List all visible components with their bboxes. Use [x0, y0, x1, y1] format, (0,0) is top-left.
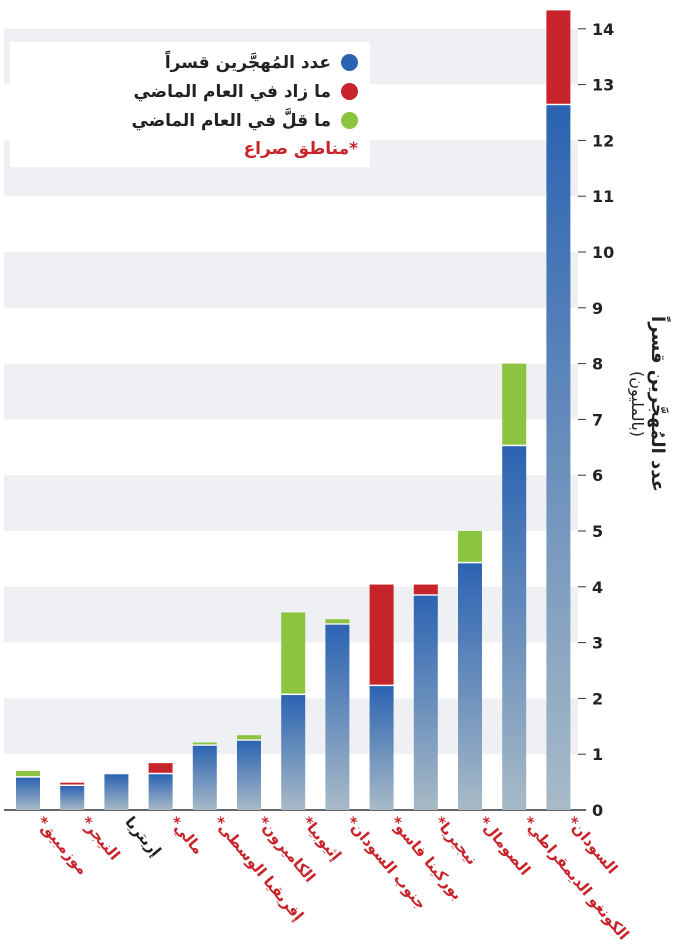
- bar-displaced: [104, 774, 129, 810]
- y-tick-label: 7: [592, 410, 603, 429]
- bar-displaced: [192, 745, 217, 810]
- y-tick-label: 8: [592, 355, 603, 374]
- blue-dot-icon: [341, 54, 358, 71]
- y-tick-label: 1: [592, 745, 603, 764]
- bar-decrease: [458, 531, 482, 562]
- x-category-label: مالي*: [166, 813, 208, 858]
- legend-label-increase: ما زاد في العام الماضي: [133, 81, 331, 102]
- legend-label-decrease: ما قلَّ في العام الماضي: [131, 110, 331, 131]
- bar-increase: [413, 584, 438, 595]
- bar-displaced: [502, 446, 527, 810]
- y-tick-label: 0: [592, 801, 603, 820]
- grid-band: [4, 363, 578, 420]
- y-tick-label: 3: [592, 634, 603, 653]
- bar-increase: [546, 10, 571, 104]
- bar-decrease: [502, 363, 527, 445]
- bar-displaced: [281, 695, 306, 810]
- y-axis-label: عدد المُهجَّرين قسراً: [647, 316, 668, 492]
- y-axis-unit: (بالمليون): [628, 370, 647, 438]
- red-dot-icon: [341, 83, 358, 100]
- y-tick-label: 12: [592, 131, 614, 150]
- legend-item-increase: ما زاد في العام الماضي: [18, 77, 358, 106]
- bar-displaced: [16, 777, 40, 810]
- y-tick-label: 14: [592, 20, 614, 39]
- conflict-zone-note: *مناطق صراع: [243, 139, 358, 159]
- green-dot-icon: [341, 112, 358, 129]
- bar-displaced: [148, 774, 173, 810]
- bar-decrease: [237, 735, 261, 740]
- bar-increase: [60, 782, 85, 785]
- bar-displaced: [325, 624, 350, 810]
- bar-increase: [369, 584, 394, 685]
- bars-group: [16, 10, 571, 811]
- bar-decrease: [16, 770, 40, 777]
- bar-increase: [148, 763, 173, 773]
- legend: عدد المُهجَّرين قسراً ما زاد في العام ال…: [10, 42, 370, 167]
- bar-displaced: [413, 595, 438, 810]
- bar-displaced: [237, 740, 261, 810]
- legend-label-displaced: عدد المُهجَّرين قسراً: [164, 52, 331, 73]
- x-category-label: جنوب السودان*: [342, 813, 430, 913]
- y-tick-label: 10: [592, 243, 614, 262]
- y-tick-label: 2: [592, 689, 603, 708]
- x-category-label: إريتريا: [121, 813, 164, 860]
- bar-decrease: [192, 742, 217, 745]
- y-tick-label: 5: [592, 522, 603, 541]
- y-tick-label: 6: [592, 466, 603, 485]
- grid-bands: [4, 28, 586, 811]
- bar-displaced: [458, 563, 482, 810]
- y-tick-label: 13: [592, 76, 614, 95]
- legend-item-displaced: عدد المُهجَّرين قسراً: [18, 48, 358, 77]
- bar-displaced: [60, 786, 85, 810]
- bar-decrease: [325, 619, 350, 624]
- y-tick-label: 4: [592, 578, 603, 597]
- bar-displaced: [546, 105, 571, 811]
- bar-displaced: [369, 686, 394, 810]
- y-tick-label: 9: [592, 299, 603, 318]
- legend-item-decrease: ما قلَّ في العام الماضي: [18, 106, 358, 135]
- grid-band: [4, 252, 578, 308]
- bar-decrease: [281, 612, 306, 694]
- grid-band: [4, 475, 578, 531]
- y-tick-label: 11: [592, 187, 614, 206]
- x-axis-labels: موزمبيق*النيجر*إريتريا مالي* إفريقيا الوسط…: [33, 813, 633, 943]
